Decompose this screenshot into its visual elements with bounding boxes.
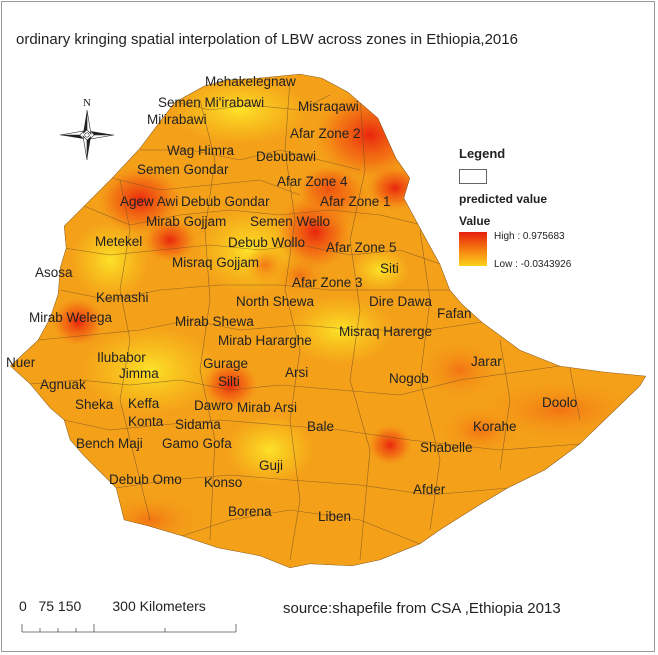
zone-label: Ilubabor (97, 350, 146, 365)
zone-label: Semen Wello (250, 214, 330, 229)
zone-label: Jarar (471, 354, 502, 369)
zone-label: Misraq Gojjam (172, 255, 259, 270)
zone-label: Asosa (35, 265, 73, 280)
north-letter: N (83, 97, 91, 109)
zone-label: Gurage (203, 356, 248, 371)
zone-label: Dawro (194, 398, 233, 413)
legend-heading: Legend (459, 146, 506, 161)
legend-color-ramp (459, 232, 487, 266)
zone-label: North Shewa (236, 294, 315, 309)
zone-label: Silti (218, 374, 240, 389)
scale-bar (21, 624, 237, 633)
zone-label: Afar Zone 5 (326, 240, 397, 255)
scale-bar-text: 0 75 150 300 Kilometers (19, 598, 206, 614)
legend-layer-name: predicted value (459, 192, 548, 206)
zone-label: Agnuak (40, 377, 86, 392)
legend-boundary-swatch (459, 169, 487, 184)
zone-label: Borena (228, 504, 272, 519)
zone-label: Dire Dawa (369, 294, 433, 309)
zone-label: Konso (204, 475, 242, 490)
zone-label: Keffa (128, 396, 160, 411)
zone-label: Konta (128, 414, 164, 429)
zone-label: Siti (380, 261, 399, 276)
zone-label: Nogob (389, 371, 429, 386)
zone-label: Fafan (437, 306, 472, 321)
zone-label: Liben (318, 509, 351, 524)
zone-label: Mi'irabawi (147, 112, 207, 127)
zone-label: Doolo (542, 395, 577, 410)
map-title: ordinary kringing spatial interpolation … (16, 31, 518, 48)
zone-label: Misraq Harerge (339, 324, 432, 339)
legend-low-label: Low : -0.0343926 (494, 259, 572, 270)
zone-label: Mirab Hararghe (218, 333, 312, 348)
zone-labels: Mehakelegnaw Semen Mi'irabawi Misraqawi … (6, 74, 577, 524)
zone-label: Metekel (95, 234, 142, 249)
zone-label: Guji (259, 458, 283, 473)
legend-field-name: Value (459, 214, 491, 228)
zone-label: Bench Maji (76, 436, 143, 451)
zone-label: Semen Mi'irabawi (158, 95, 264, 110)
zone-label: Sheka (75, 397, 114, 412)
zone-label: Mehakelegnaw (205, 74, 296, 89)
zone-label: Mirab Shewa (175, 314, 254, 329)
zone-label: Semen Gondar (137, 162, 229, 177)
zone-label: Wag Himra (167, 143, 234, 158)
zone-label: Debub Wollo (228, 235, 305, 250)
legend-high-label: High : 0.975683 (494, 231, 565, 242)
zone-label: Sidama (175, 417, 221, 432)
zone-label: Agew Awi (120, 194, 178, 209)
zone-label: Afar Zone 1 (320, 194, 391, 209)
zone-label: Shabelle (420, 440, 473, 455)
zone-label: Afar Zone 4 (277, 174, 348, 189)
zone-label: Mirab Arsi (237, 400, 297, 415)
scale-bar-label: 0 75 150 300 Kilometers (19, 598, 206, 614)
zone-label: Debub Omo (109, 472, 182, 487)
zone-label: Debub Gondar (181, 194, 270, 209)
zone-label: Mirab Welega (29, 310, 113, 325)
zone-label: Mirab Gojjam (146, 214, 226, 229)
north-arrow-icon: N (59, 97, 115, 161)
zone-label: Afder (413, 482, 446, 497)
zone-label: Afar Zone 2 (290, 126, 361, 141)
zone-label: Nuer (6, 355, 36, 370)
zone-label: Misraqawi (298, 99, 359, 114)
zone-label: Afar Zone 3 (292, 275, 363, 290)
zone-label: Korahe (473, 419, 517, 434)
zone-label: Gamo Gofa (162, 436, 232, 451)
zone-label: Bale (307, 419, 334, 434)
zone-label: Arsi (285, 365, 308, 380)
zone-label: Jimma (119, 366, 159, 381)
zone-label: Debubawi (256, 149, 316, 164)
source-note: source:shapefile from CSA ,Ethiopia 2013 (283, 600, 561, 617)
zone-label: Kemashi (96, 290, 149, 305)
